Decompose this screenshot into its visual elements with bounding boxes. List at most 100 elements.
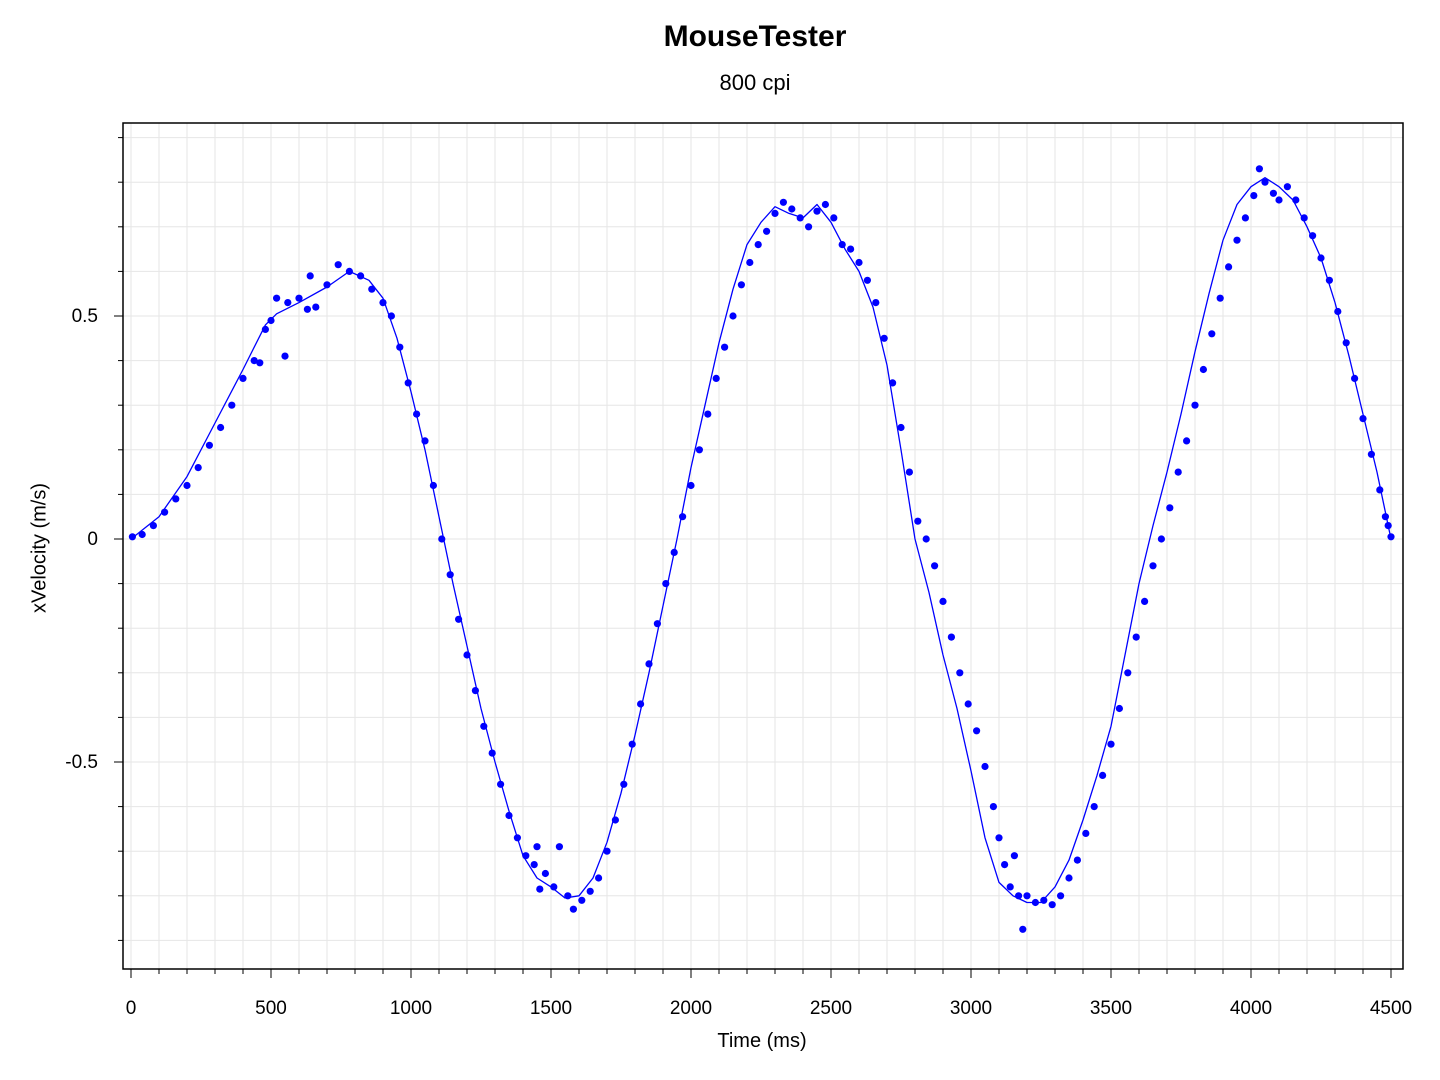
data-point [1300, 214, 1308, 222]
data-point [295, 294, 303, 302]
series-layer [128, 165, 1395, 933]
data-point [1001, 861, 1009, 869]
data-point [872, 299, 880, 307]
data-point [880, 334, 888, 342]
data-point [284, 299, 292, 307]
data-point [379, 299, 387, 307]
data-point [1317, 254, 1325, 262]
data-point [438, 535, 446, 543]
data-point [1073, 856, 1081, 864]
data-point [863, 276, 872, 284]
x-tick-label: 1500 [530, 998, 572, 1019]
data-point [1342, 339, 1350, 347]
data-point [564, 892, 572, 900]
data-point [1124, 669, 1132, 677]
plot-border [122, 122, 1404, 970]
data-point [1019, 925, 1027, 933]
data-point [729, 312, 737, 320]
data-point [763, 227, 771, 235]
data-point [1183, 437, 1191, 445]
data-point [463, 651, 471, 659]
axis-layer [114, 122, 1404, 978]
data-point [413, 410, 421, 418]
y-axis-label: xVelocity (m/s) [28, 482, 51, 614]
data-point [947, 633, 956, 641]
data-point [1387, 533, 1395, 541]
data-point [1048, 901, 1056, 909]
x-tick-label: 3500 [1090, 998, 1132, 1019]
data-point [239, 374, 247, 382]
data-point [1241, 214, 1249, 222]
data-point [455, 615, 463, 623]
data-point [1191, 401, 1199, 409]
data-point [1006, 883, 1014, 891]
data-point [653, 620, 662, 628]
data-point [989, 803, 998, 811]
x-tick-label: 0 [126, 998, 137, 1019]
data-point [1384, 522, 1392, 530]
data-point [1359, 415, 1367, 423]
data-point [1292, 196, 1300, 204]
data-point [788, 205, 796, 213]
data-point [1010, 852, 1019, 860]
data-point [771, 209, 779, 217]
data-point [637, 700, 645, 708]
data-point [939, 597, 947, 606]
data-point [488, 749, 496, 757]
data-point [687, 481, 695, 490]
data-point [404, 379, 412, 387]
data-point [1275, 196, 1283, 204]
data-point [995, 834, 1003, 842]
data-point [746, 258, 754, 267]
data-point [1376, 486, 1384, 494]
data-point [161, 508, 169, 516]
data-point [128, 533, 136, 541]
data-point [670, 548, 678, 557]
data-point [1325, 276, 1333, 284]
data-point [522, 852, 530, 860]
data-point [905, 468, 914, 476]
x-tick-label: 4000 [1230, 998, 1272, 1019]
data-point [530, 861, 538, 869]
data-point [429, 481, 437, 490]
data-point [138, 530, 146, 539]
data-point [712, 374, 720, 382]
data-point [695, 446, 704, 454]
data-point [578, 896, 586, 904]
data-point [281, 352, 289, 360]
data-point [497, 780, 505, 788]
data-point [838, 241, 846, 249]
data-point [964, 700, 972, 708]
data-point [1141, 597, 1149, 606]
data-point [981, 762, 989, 771]
data-point [1381, 513, 1389, 521]
x-tick-label: 3000 [950, 998, 992, 1019]
data-point [1065, 874, 1073, 882]
data-point [721, 343, 729, 351]
data-point [1208, 330, 1216, 338]
data-point [1283, 183, 1291, 191]
data-point [421, 437, 429, 445]
data-point [847, 245, 855, 253]
y-tick-label: 0 [87, 529, 98, 550]
data-point [541, 869, 550, 878]
data-point [1115, 704, 1123, 713]
data-point [256, 359, 264, 367]
data-point [536, 885, 544, 893]
chart-subtitle: 800 cpi [719, 70, 791, 95]
data-point [250, 357, 258, 365]
data-point [620, 780, 628, 788]
data-point [345, 267, 353, 275]
data-point [1233, 236, 1241, 244]
data-point [1225, 263, 1233, 271]
data-point [1031, 898, 1039, 907]
data-point [679, 513, 687, 521]
data-point [228, 401, 236, 409]
data-point [1040, 896, 1048, 904]
data-point [1309, 232, 1317, 240]
data-point [368, 285, 376, 293]
x-tick-label: 2500 [810, 998, 852, 1019]
data-point [267, 316, 275, 325]
data-point [1023, 892, 1031, 900]
